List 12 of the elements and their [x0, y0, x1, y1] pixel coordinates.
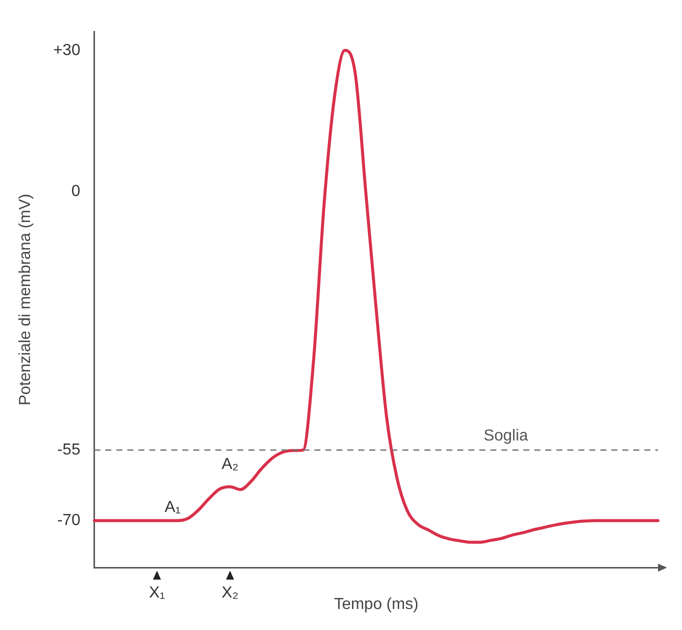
annotation: A₁ — [164, 498, 181, 516]
line-series — [92, 48, 660, 544]
y-tick-label: 0 — [71, 182, 80, 200]
x-axis-title: Tempo (ms) — [334, 596, 418, 613]
y-tick-label: -55 — [57, 441, 80, 458]
x-tick-label: X₂ — [222, 584, 238, 602]
ref-line-label: Soglia — [484, 427, 528, 444]
y-tick-label: +30 — [53, 42, 80, 59]
annotation: A₂ — [222, 456, 238, 474]
y-tick-label: -70 — [57, 512, 80, 529]
y-axis-title: Potenziale di membrana (mV) — [17, 194, 34, 406]
x-tick-label: X₁ — [148, 584, 166, 602]
